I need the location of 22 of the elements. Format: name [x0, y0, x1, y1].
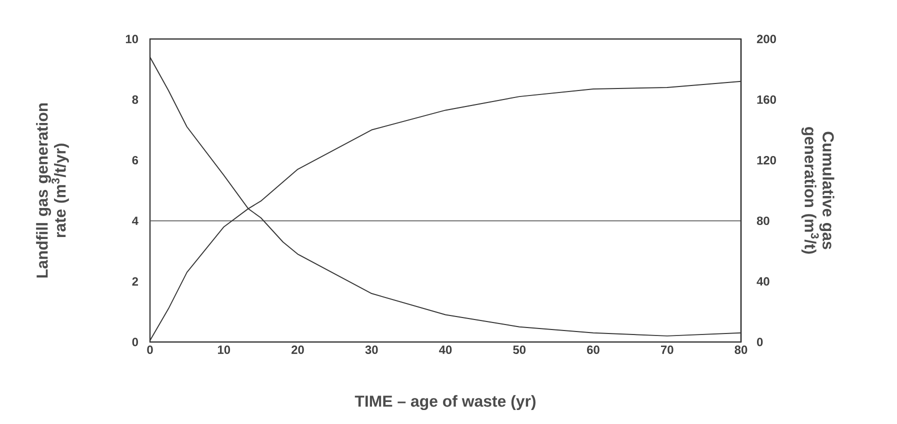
- x-axis-title: TIME – age of waste (yr): [354, 395, 536, 410]
- x-tick-label: 20: [292, 346, 304, 354]
- x-tick-label: 50: [513, 346, 526, 354]
- y-tick-label: 2: [132, 277, 138, 286]
- x-tick-label: 40: [439, 346, 452, 354]
- x-tick-label: 60: [587, 346, 600, 354]
- y2-tick-label: 120: [757, 156, 776, 164]
- x-tick-label: 80: [734, 346, 748, 354]
- x-tick-label: 10: [218, 346, 230, 354]
- y-tick-label: 10: [126, 34, 138, 44]
- y-tick-label: 4: [132, 216, 138, 225]
- y-tick-label: 0: [132, 338, 138, 346]
- y2-tick-label: 40: [756, 277, 770, 286]
- x-tick-label: 30: [365, 346, 378, 354]
- x-tick-label: 70: [660, 346, 674, 354]
- x-tick-label: 0: [147, 346, 153, 354]
- y2-tick-label: 0: [756, 338, 763, 346]
- y2-tick-label: 80: [756, 216, 770, 226]
- y-tick-label: 6: [132, 156, 138, 164]
- y2-tick-label: 200: [756, 34, 776, 44]
- y2-tick-label: 160: [757, 95, 776, 104]
- y-tick-label: 8: [132, 95, 138, 104]
